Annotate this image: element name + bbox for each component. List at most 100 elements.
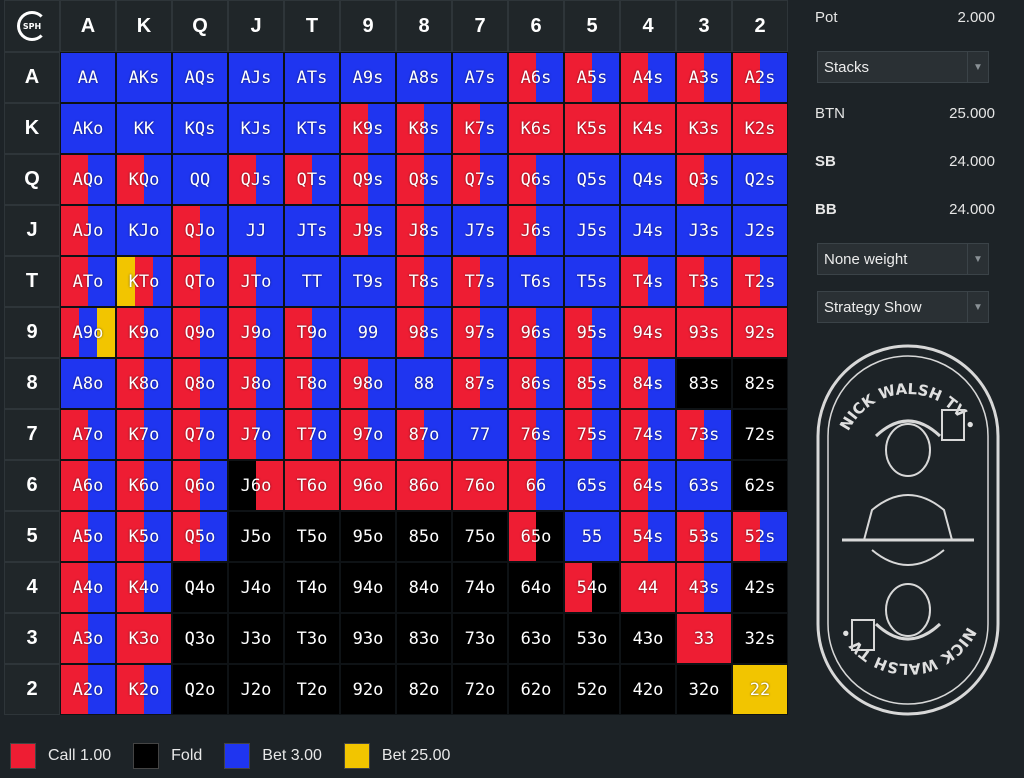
hand-cell[interactable]: T7s (452, 256, 508, 307)
hand-cell[interactable]: K7s (452, 103, 508, 154)
hand-cell[interactable]: AJo (60, 205, 116, 256)
hand-cell[interactable]: A5o (60, 511, 116, 562)
hand-cell[interactable]: 74o (452, 562, 508, 613)
hand-cell[interactable]: T8o (284, 358, 340, 409)
hand-cell[interactable]: 95o (340, 511, 396, 562)
hand-cell[interactable]: 32o (676, 664, 732, 715)
hand-cell[interactable]: 97s (452, 307, 508, 358)
chevron-down-icon[interactable]: ▼ (967, 244, 988, 274)
hand-cell[interactable]: ATo (60, 256, 116, 307)
hand-cell[interactable]: AJs (228, 52, 284, 103)
hand-cell[interactable]: Q8s (396, 154, 452, 205)
hand-cell[interactable]: 43o (620, 613, 676, 664)
hand-cell[interactable]: Q2s (732, 154, 788, 205)
hand-cell[interactable]: 62s (732, 460, 788, 511)
hand-cell[interactable]: Q7s (452, 154, 508, 205)
chevron-down-icon[interactable]: ▼ (967, 292, 988, 322)
hand-cell[interactable]: 53o (564, 613, 620, 664)
hand-cell[interactable]: Q6o (172, 460, 228, 511)
hand-cell[interactable]: 54s (620, 511, 676, 562)
hand-cell[interactable]: A4o (60, 562, 116, 613)
hand-cell[interactable]: QTo (172, 256, 228, 307)
hand-cell[interactable]: 87o (396, 409, 452, 460)
hand-cell[interactable]: T2o (284, 664, 340, 715)
hand-cell[interactable]: 54o (564, 562, 620, 613)
hand-cell[interactable]: T3s (676, 256, 732, 307)
hand-cell[interactable]: QJs (228, 154, 284, 205)
hand-cell[interactable]: KK (116, 103, 172, 154)
hand-cell[interactable]: T5o (284, 511, 340, 562)
hand-cell[interactable]: QTs (284, 154, 340, 205)
hand-cell[interactable]: AQo (60, 154, 116, 205)
hand-cell[interactable]: 74s (620, 409, 676, 460)
hand-cell[interactable]: J5s (564, 205, 620, 256)
hand-cell[interactable]: J7o (228, 409, 284, 460)
hand-cell[interactable]: Q5s (564, 154, 620, 205)
hand-cell[interactable]: A6o (60, 460, 116, 511)
hand-cell[interactable]: T6s (508, 256, 564, 307)
hand-cell[interactable]: 82o (396, 664, 452, 715)
weight-dropdown[interactable]: None weight ▼ (817, 243, 989, 275)
chevron-down-icon[interactable]: ▼ (967, 52, 988, 82)
hand-cell[interactable]: K7o (116, 409, 172, 460)
hand-cell[interactable]: A2o (60, 664, 116, 715)
hand-cell[interactable]: 33 (676, 613, 732, 664)
hand-cell[interactable]: J9s (340, 205, 396, 256)
hand-cell[interactable]: K2o (116, 664, 172, 715)
hand-cell[interactable]: 92o (340, 664, 396, 715)
hand-cell[interactable]: Q9o (172, 307, 228, 358)
hand-cell[interactable]: K3o (116, 613, 172, 664)
hand-cell[interactable]: J7s (452, 205, 508, 256)
hand-cell[interactable]: A8s (396, 52, 452, 103)
hand-cell[interactable]: JJ (228, 205, 284, 256)
hand-cell[interactable]: QJo (172, 205, 228, 256)
hand-cell[interactable]: J8o (228, 358, 284, 409)
hand-cell[interactable]: Q2o (172, 664, 228, 715)
hand-cell[interactable]: 52s (732, 511, 788, 562)
hand-cell[interactable]: J6o (228, 460, 284, 511)
hand-cell[interactable]: K6s (508, 103, 564, 154)
hand-cell[interactable]: T9s (340, 256, 396, 307)
hand-cell[interactable]: KTo (116, 256, 172, 307)
hand-cell[interactable]: 73o (452, 613, 508, 664)
hand-cell[interactable]: 55 (564, 511, 620, 562)
hand-cell[interactable]: 22 (732, 664, 788, 715)
hand-cell[interactable]: T6o (284, 460, 340, 511)
hand-cell[interactable]: 82s (732, 358, 788, 409)
hand-cell[interactable]: AA (60, 52, 116, 103)
hand-cell[interactable]: A3s (676, 52, 732, 103)
hand-cell[interactable]: A4s (620, 52, 676, 103)
hand-cell[interactable]: T5s (564, 256, 620, 307)
hand-cell[interactable]: K5s (564, 103, 620, 154)
hand-cell[interactable]: 72s (732, 409, 788, 460)
hand-cell[interactable]: TT (284, 256, 340, 307)
hand-cell[interactable]: A9o (60, 307, 116, 358)
hand-cell[interactable]: 42s (732, 562, 788, 613)
hand-cell[interactable]: K9o (116, 307, 172, 358)
hand-cell[interactable]: JTo (228, 256, 284, 307)
strategy-dropdown[interactable]: Strategy Show ▼ (817, 291, 989, 323)
hand-cell[interactable]: 84s (620, 358, 676, 409)
hand-cell[interactable]: 77 (452, 409, 508, 460)
hand-cell[interactable]: K8o (116, 358, 172, 409)
hand-cell[interactable]: Q3o (172, 613, 228, 664)
hand-cell[interactable]: 64o (508, 562, 564, 613)
hand-cell[interactable]: 98s (396, 307, 452, 358)
hand-cell[interactable]: 75s (564, 409, 620, 460)
hand-cell[interactable]: 99 (340, 307, 396, 358)
hand-cell[interactable]: 95s (564, 307, 620, 358)
hand-cell[interactable]: 76s (508, 409, 564, 460)
hand-cell[interactable]: 52o (564, 664, 620, 715)
hand-cell[interactable]: 44 (620, 562, 676, 613)
hand-cell[interactable]: AQs (172, 52, 228, 103)
hand-cell[interactable]: 83o (396, 613, 452, 664)
hand-cell[interactable]: 75o (452, 511, 508, 562)
hand-cell[interactable]: T9o (284, 307, 340, 358)
hand-cell[interactable]: Q4s (620, 154, 676, 205)
hand-cell[interactable]: 86o (396, 460, 452, 511)
hand-cell[interactable]: A7o (60, 409, 116, 460)
hand-cell[interactable]: J2o (228, 664, 284, 715)
hand-cell[interactable]: 63o (508, 613, 564, 664)
hand-cell[interactable]: Q9s (340, 154, 396, 205)
hand-cell[interactable]: J3s (676, 205, 732, 256)
